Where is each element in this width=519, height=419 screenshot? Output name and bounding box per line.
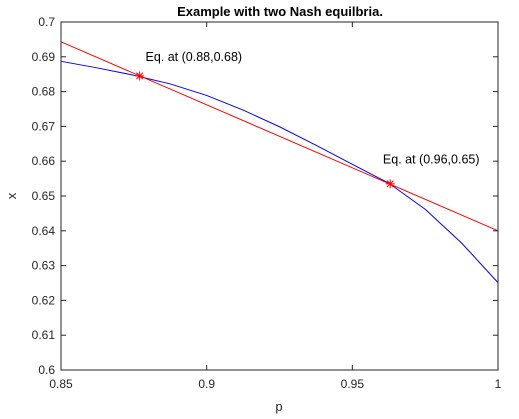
y-axis: 0.6 0.61 0.62 0.63 0.64 0.65 0.66 0.67 0.68 0.69 0… — [32, 15, 498, 377]
y-tick-label: 0.61 — [32, 328, 56, 342]
series-line-2 — [60, 41, 499, 232]
y-tick-label: 0.62 — [32, 293, 56, 307]
y-tick-label: 0.69 — [32, 50, 56, 64]
chart-title: Example with two Nash equilbria. — [177, 4, 383, 19]
marker-layer — [135, 71, 395, 189]
x-tick-label: 0.9 — [198, 377, 215, 391]
x-tick-label: 0.85 — [49, 377, 73, 391]
x-tick-label: 0.95 — [341, 377, 365, 391]
equilibrium-annotation-2: Eq. at (0.96,0.65) — [383, 152, 480, 166]
x-axis: 0.85 0.9 0.95 1 — [49, 22, 502, 391]
y-axis-label: x — [4, 192, 19, 199]
x-tick-label: 1 — [495, 377, 502, 391]
plot-area-background — [61, 22, 498, 370]
series-line-1 — [60, 60, 499, 283]
equilibrium-marker-1 — [135, 71, 145, 81]
equilibrium-annotation-1: Eq. at (0.88,0.68) — [145, 50, 242, 64]
y-tick-label: 0.67 — [32, 119, 56, 133]
y-tick-label: 0.66 — [32, 154, 56, 168]
x-axis-label: p — [275, 399, 282, 414]
y-tick-label: 0.68 — [32, 85, 56, 99]
y-tick-label: 0.6 — [38, 363, 55, 377]
y-tick-label: 0.65 — [32, 189, 56, 203]
annotation-layer: Eq. at (0.88,0.68) Eq. at (0.96,0.65) — [145, 50, 479, 166]
series-layer — [60, 41, 499, 283]
y-tick-label: 0.63 — [32, 259, 56, 273]
y-tick-label: 0.64 — [32, 224, 56, 238]
y-tick-label: 0.7 — [38, 15, 55, 29]
equilibrium-marker-2 — [385, 179, 395, 189]
